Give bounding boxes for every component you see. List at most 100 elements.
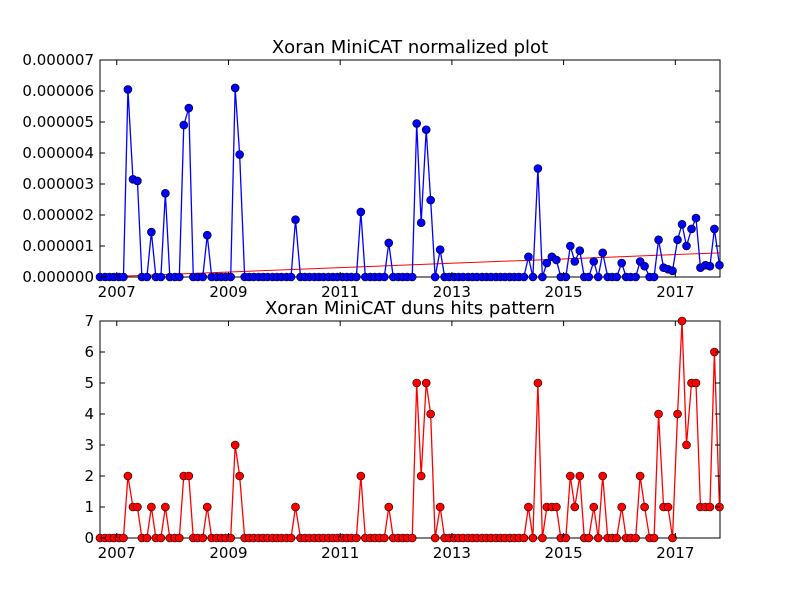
normalized-data-point xyxy=(570,257,580,266)
duns-hits-data-point xyxy=(552,502,561,512)
normalized-y-tick-label: 0.000000 xyxy=(22,268,94,286)
duns-hits-x-tick-label: 2013 xyxy=(433,544,471,562)
normalized-data-point xyxy=(593,272,603,282)
duns-hits-data-point xyxy=(673,409,682,419)
normalized-data-point xyxy=(715,260,724,270)
normalized-x-tick-label: 2015 xyxy=(545,283,583,301)
duns-hits-data-point xyxy=(584,533,594,543)
duns-hits-data-point xyxy=(561,533,571,543)
normalized-data-point xyxy=(235,150,244,159)
duns-hits-plot-title: Xoran MiniCAT duns hits pattern xyxy=(265,298,555,319)
duns-hits-y-tick-label: 6 xyxy=(84,343,94,361)
duns-hits-x-tick-label: 2007 xyxy=(98,544,136,562)
duns-hits-data-point xyxy=(161,502,170,512)
duns-hits-x-tick-label: 2009 xyxy=(209,544,247,562)
duns-hits-data-point xyxy=(430,533,440,543)
normalized-data-point xyxy=(407,272,417,282)
duns-hits-data-point xyxy=(598,471,608,481)
normalized-data-point xyxy=(430,272,440,282)
normalized-data-point xyxy=(175,272,184,282)
normalized-data-point xyxy=(356,207,366,217)
normalized-data-point xyxy=(161,189,170,198)
duns-hits-y-tick-label: 5 xyxy=(84,374,94,392)
normalized-data-point xyxy=(416,218,426,228)
normalized-data-point xyxy=(384,238,394,248)
normalized-y-tick-label: 0.000005 xyxy=(22,113,94,131)
normalized-data-point xyxy=(147,227,156,237)
normalized-data-point xyxy=(710,224,719,234)
duns-hits-data-point xyxy=(119,533,128,543)
normalized-data-point xyxy=(533,164,543,173)
duns-hits-data-point xyxy=(538,533,547,543)
duns-hits-data-point xyxy=(575,471,585,481)
normalized-x-tick-label: 2017 xyxy=(656,283,694,301)
normalized-data-point xyxy=(421,125,431,135)
duns-hits-data-point xyxy=(668,533,677,543)
duns-hits-data-point xyxy=(617,502,626,512)
normalized-data-point xyxy=(705,261,715,271)
normalized-y-tick-label: 0.000003 xyxy=(22,175,94,193)
normalized-data-point xyxy=(617,258,626,268)
duns-hits-data-point xyxy=(407,533,417,543)
duns-hits-y-tick-label: 1 xyxy=(84,498,94,516)
normalized-data-point xyxy=(691,213,701,223)
normalized-data-point xyxy=(542,258,552,268)
duns-hits-data-point xyxy=(421,378,431,388)
duns-hits-data-point xyxy=(416,471,426,481)
duns-hits-data-point xyxy=(230,440,240,450)
duns-hits-data-point xyxy=(184,471,194,481)
normalized-data-point xyxy=(179,120,189,130)
normalized-data-point xyxy=(649,272,659,282)
duns-hits-data-point xyxy=(286,533,296,543)
duns-hits-plot: Xoran MiniCAT duns hits pattern 2007 2009… xyxy=(84,298,724,562)
normalized-plot: Xoran MiniCAT normalized plot 2007 2009 20… xyxy=(22,37,724,301)
duns-hits-data-point xyxy=(123,471,133,481)
normalized-data-point xyxy=(230,83,240,93)
duns-hits-data-point xyxy=(356,471,366,481)
normalized-data-point xyxy=(589,257,599,266)
duns-hits-data-point xyxy=(198,533,208,543)
duns-hits-y-tick-label: 3 xyxy=(84,436,94,454)
normalized-data-point xyxy=(677,220,687,229)
normalized-data-point xyxy=(202,230,212,240)
duns-hits-data-point xyxy=(705,502,715,512)
duns-hits-data-point xyxy=(384,502,394,512)
normalized-data-point xyxy=(640,261,649,271)
normalized-data-point xyxy=(687,224,696,234)
duns-hits-data-point xyxy=(235,471,244,481)
normalized-data-point xyxy=(435,245,445,255)
normalized-data-point xyxy=(654,235,663,245)
normalized-data-point xyxy=(426,195,435,205)
normalized-data-point xyxy=(682,241,691,251)
duns-hits-data-point xyxy=(380,533,389,543)
normalized-data-point xyxy=(575,246,585,255)
duns-hits-data-point xyxy=(202,502,212,512)
duns-hits-data-point xyxy=(352,533,361,543)
duns-hits-data-point xyxy=(691,378,701,388)
normalized-data-point xyxy=(291,215,300,224)
normalized-data-point xyxy=(412,119,422,128)
duns-hits-data-point xyxy=(519,533,529,543)
normalized-data-point xyxy=(524,252,533,262)
duns-hits-data-point xyxy=(435,502,445,512)
duns-hits-data-point xyxy=(593,533,603,543)
duns-hits-data-point xyxy=(640,502,649,512)
normalized-data-point xyxy=(226,272,236,282)
duns-hits-data-point xyxy=(635,471,645,481)
normalized-data-point xyxy=(142,272,152,282)
normalized-data-point xyxy=(133,176,142,186)
normalized-data-point xyxy=(598,248,608,258)
duns-hits-data-point xyxy=(528,533,538,543)
duns-hits-y-tick-label: 4 xyxy=(84,405,94,423)
duns-hits-data-point xyxy=(566,471,575,481)
normalized-data-point xyxy=(538,272,547,282)
normalized-y-tick-label: 0.000006 xyxy=(22,82,94,100)
normalized-data-point xyxy=(566,241,575,251)
normalized-data-point xyxy=(380,272,389,282)
duns-hits-data-point xyxy=(533,378,543,388)
duns-hits-data-point xyxy=(570,502,580,512)
duns-hits-x-tick-label: 2015 xyxy=(545,544,583,562)
normalized-x-tick-label: 2011 xyxy=(321,283,359,301)
normalized-data-point xyxy=(119,272,128,282)
